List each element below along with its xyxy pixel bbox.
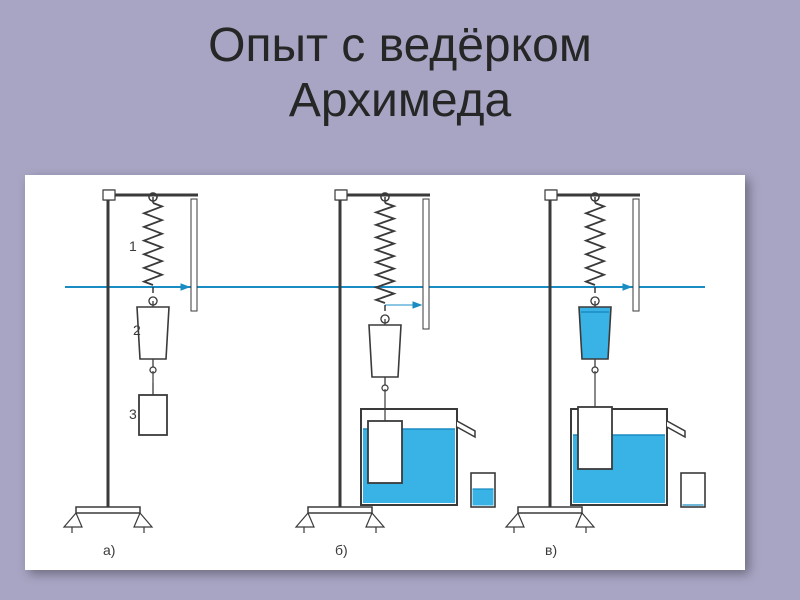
svg-text:а): а) — [103, 542, 115, 558]
slide: Опыт с ведёрком Архимеда а) 1 2 3 б) в) — [0, 0, 800, 600]
slide-title: Опыт с ведёрком Архимеда — [0, 0, 800, 128]
svg-text:б): б) — [335, 542, 348, 558]
svg-text:1: 1 — [129, 238, 137, 254]
diagram: а) 1 2 3 б) в) — [25, 175, 745, 570]
svg-text:2: 2 — [133, 322, 141, 338]
title-line-1: Опыт с ведёрком — [0, 18, 800, 73]
svg-text:3: 3 — [129, 406, 137, 422]
svg-text:в): в) — [545, 542, 557, 558]
title-line-2: Архимеда — [0, 73, 800, 128]
